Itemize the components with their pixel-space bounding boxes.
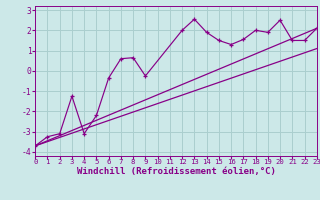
X-axis label: Windchill (Refroidissement éolien,°C): Windchill (Refroidissement éolien,°C) <box>76 167 276 176</box>
